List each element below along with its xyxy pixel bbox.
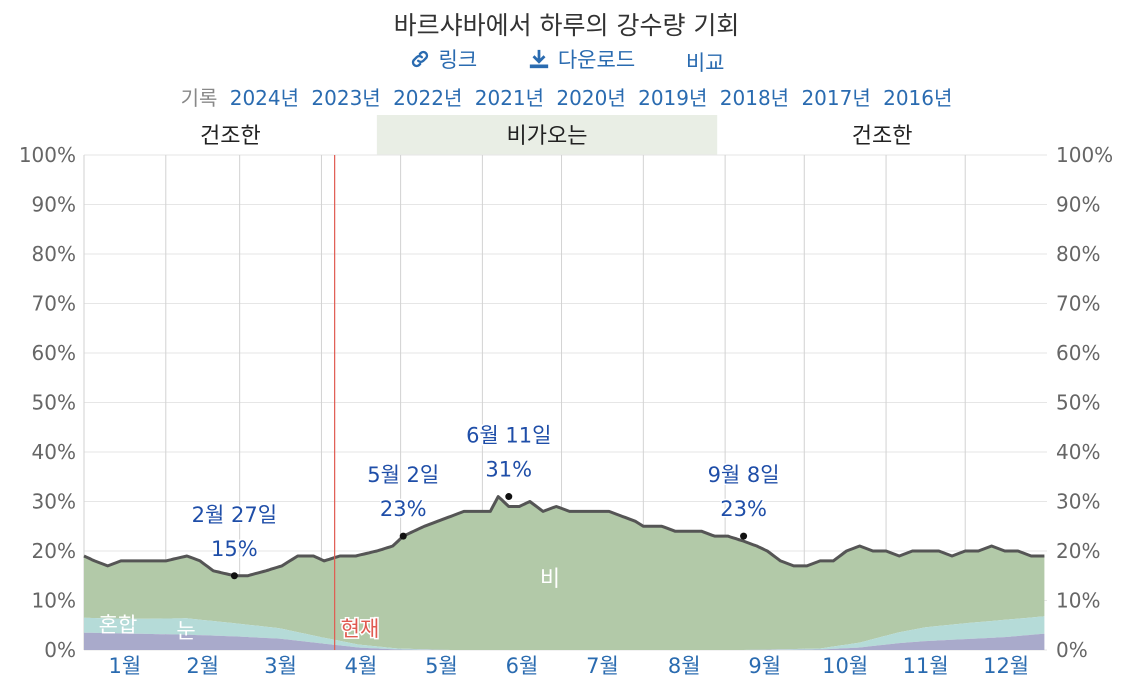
x-tick-label: 2월 bbox=[186, 654, 219, 678]
year-link-2017[interactable]: 2017년 bbox=[801, 86, 871, 110]
y-tick-label-left: 70% bbox=[32, 292, 76, 316]
x-tick-label: 7월 bbox=[586, 654, 619, 678]
year-link-2016[interactable]: 2016년 bbox=[883, 86, 953, 110]
y-tick-label-left: 40% bbox=[32, 440, 76, 464]
y-tick-label-right: 50% bbox=[1056, 391, 1100, 415]
season-label: 건조한 bbox=[852, 124, 913, 149]
download-button[interactable]: 다운로드 bbox=[528, 44, 635, 74]
y-tick-label-right: 60% bbox=[1056, 341, 1100, 365]
year-link-2023[interactable]: 2023년 bbox=[311, 86, 381, 110]
x-tick-label: 3월 bbox=[264, 654, 297, 678]
annotation-dot bbox=[505, 493, 513, 501]
annotation-value: 23% bbox=[720, 497, 767, 521]
series-label-rain: 비 bbox=[540, 567, 560, 592]
year-link-2024[interactable]: 2024년 bbox=[229, 86, 300, 110]
link-label: 링크 bbox=[438, 48, 478, 72]
x-tick-label: 11월 bbox=[903, 654, 949, 678]
download-icon bbox=[529, 49, 549, 69]
y-tick-label-left: 10% bbox=[32, 589, 76, 613]
y-tick-label-right: 0% bbox=[1056, 638, 1088, 662]
y-tick-label-right: 10% bbox=[1056, 589, 1100, 613]
history-label: 기록 bbox=[180, 86, 218, 110]
x-tick-label: 4월 bbox=[345, 654, 378, 678]
y-tick-label-right: 30% bbox=[1056, 490, 1100, 514]
y-tick-label-right: 70% bbox=[1056, 292, 1100, 316]
annotation-date: 9월 8일 bbox=[708, 463, 780, 487]
x-tick-label: 8월 bbox=[668, 654, 701, 678]
annotation-value: 23% bbox=[380, 497, 427, 521]
compare-label: 비교 bbox=[685, 51, 725, 75]
annotation-dot bbox=[740, 532, 748, 540]
y-tick-label-left: 80% bbox=[32, 242, 76, 266]
x-tick-label: 6월 bbox=[506, 654, 539, 678]
season-band-rainy bbox=[376, 115, 718, 155]
x-tick-label: 5월 bbox=[425, 654, 458, 678]
y-tick-label-left: 90% bbox=[32, 193, 76, 217]
x-tick-label: 12월 bbox=[983, 654, 1029, 678]
compare-button[interactable]: 비교 bbox=[686, 47, 725, 77]
area-rain bbox=[84, 496, 1045, 650]
history-bar: 기록 2024년 2023년 2022년 2021년 2020년 2019년 2… bbox=[0, 82, 1133, 111]
series-label-snow: 눈 bbox=[176, 619, 195, 643]
year-link-2018[interactable]: 2018년 bbox=[719, 86, 790, 110]
annotation-dot bbox=[230, 572, 238, 580]
season-label: 비가오는 bbox=[507, 124, 588, 149]
area-snow bbox=[84, 632, 1045, 650]
annotation-value: 15% bbox=[211, 537, 258, 561]
page-title: 바르샤바에서 하루의 강수량 기회 bbox=[393, 11, 740, 40]
y-tick-label-right: 100% bbox=[1056, 143, 1113, 167]
annotation-date: 5월 2일 bbox=[367, 463, 439, 487]
annotation-value: 31% bbox=[485, 458, 532, 482]
year-link-2020[interactable]: 2020년 bbox=[556, 86, 626, 110]
year-link-2022[interactable]: 2022년 bbox=[393, 86, 463, 110]
area-mixed bbox=[84, 616, 1045, 650]
now-label: 현재 bbox=[341, 617, 380, 641]
link-icon bbox=[411, 50, 428, 68]
season-label: 건조한 bbox=[200, 124, 261, 149]
y-tick-label-left: 50% bbox=[32, 391, 76, 415]
y-tick-label-left: 60% bbox=[32, 341, 76, 365]
action-links: 링크 다운로드 비교 bbox=[0, 44, 1133, 77]
download-label: 다운로드 bbox=[557, 48, 636, 72]
y-tick-label-left: 100% bbox=[19, 143, 76, 167]
x-tick-label: 9월 bbox=[748, 654, 781, 678]
y-tick-label-right: 80% bbox=[1056, 242, 1100, 266]
y-tick-label-right: 40% bbox=[1056, 440, 1100, 464]
annotation-dot bbox=[399, 532, 407, 540]
y-tick-label-right: 20% bbox=[1056, 539, 1100, 563]
y-tick-label-left: 30% bbox=[32, 490, 76, 514]
annotation-date: 2월 27일 bbox=[192, 503, 277, 527]
y-tick-label-left: 20% bbox=[32, 539, 76, 563]
x-tick-label: 10월 bbox=[822, 654, 868, 678]
y-tick-label-left: 0% bbox=[44, 638, 76, 662]
y-tick-label-right: 90% bbox=[1056, 193, 1100, 217]
link-button[interactable]: 링크 bbox=[409, 44, 478, 74]
total-line bbox=[83, 495, 1045, 578]
year-link-2019[interactable]: 2019년 bbox=[638, 86, 708, 110]
year-link-2021[interactable]: 2021년 bbox=[474, 86, 545, 110]
x-tick-label: 1월 bbox=[109, 654, 142, 678]
annotation-date: 6월 11일 bbox=[466, 424, 551, 448]
series-label-mixed: 혼합 bbox=[99, 613, 138, 637]
